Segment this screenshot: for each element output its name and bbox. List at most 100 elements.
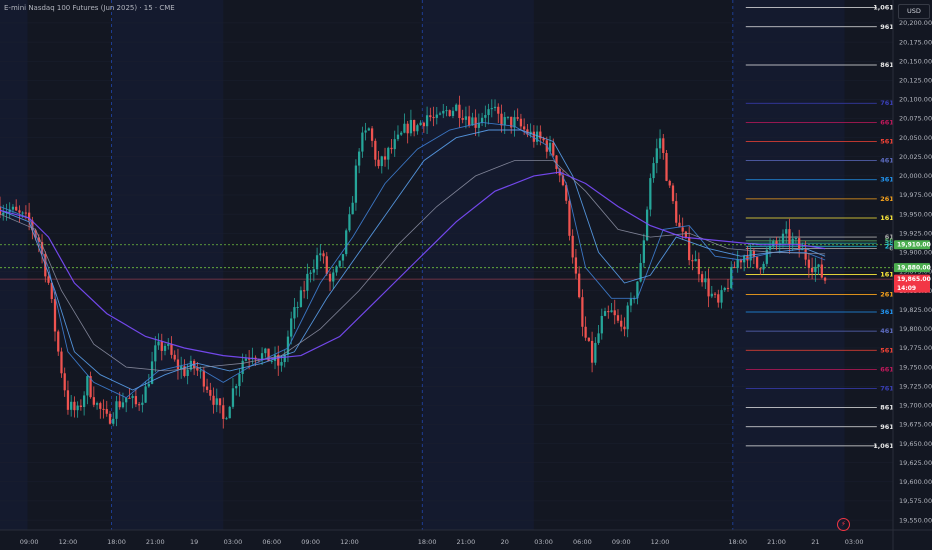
candle-body — [759, 268, 762, 270]
candle-body — [455, 104, 458, 111]
candle-body — [328, 273, 332, 282]
candle-body — [286, 336, 290, 355]
candle-body — [332, 272, 335, 282]
candle-body — [125, 397, 128, 403]
candle-body — [490, 108, 493, 110]
candle-body — [539, 131, 542, 139]
candle-body — [626, 305, 629, 330]
candle-body — [733, 266, 736, 269]
candle-body — [765, 249, 768, 264]
candle-body — [147, 383, 150, 387]
candle-body — [425, 115, 429, 127]
time-axis[interactable]: 09:00 12:00 18:00 21:00 19 03:00 06:00 09:00 12:… — [0, 529, 932, 546]
candle-body — [480, 117, 484, 123]
candle-body — [798, 238, 801, 250]
session-break-lines — [111, 0, 734, 530]
price-tick-label: 19,650.00 — [899, 440, 932, 448]
candle-body — [607, 311, 610, 313]
lightning-icon[interactable]: ⚡ — [837, 518, 850, 531]
candle-body — [50, 282, 53, 300]
candle-body — [568, 200, 571, 236]
candle-body — [613, 310, 616, 316]
candle-body — [597, 333, 600, 343]
candle-body — [15, 206, 18, 211]
candle-body — [212, 395, 215, 405]
candle-body — [183, 366, 186, 376]
candle-body — [794, 238, 798, 240]
price-tick-label: 19,725.00 — [899, 382, 932, 390]
time-tick-label: 18:00 — [418, 538, 437, 546]
candle-body — [235, 386, 238, 389]
time-tick-label: 21 — [811, 538, 819, 546]
candle-body — [775, 241, 778, 244]
price-tag — [894, 263, 930, 273]
candle-body — [403, 123, 406, 133]
candle-body — [552, 142, 555, 156]
candle-body — [134, 396, 138, 405]
candle-body — [406, 123, 409, 134]
candle-body — [86, 376, 89, 396]
candle-body — [383, 156, 387, 160]
candle-body — [225, 418, 228, 420]
time-tick-label: 03:00 — [224, 538, 243, 546]
candle-body — [248, 358, 251, 360]
candle-body — [341, 254, 345, 261]
price-tick-label: 19,550.00 — [899, 516, 932, 524]
candle-body — [668, 180, 671, 186]
candle-body — [364, 130, 367, 133]
candle-body — [115, 401, 118, 419]
candle-body — [519, 118, 523, 127]
candle-body — [144, 386, 147, 403]
candle-body — [354, 165, 358, 203]
candle-body — [306, 273, 309, 291]
candle-body — [739, 259, 743, 263]
candle-body — [270, 360, 273, 362]
candle-body — [76, 405, 79, 411]
candle-body — [730, 266, 733, 289]
candle-body — [464, 116, 468, 120]
candle-body — [150, 361, 154, 384]
candle-body — [503, 117, 506, 126]
candle-body — [202, 370, 205, 387]
candle-body — [296, 306, 299, 308]
candle-body — [804, 249, 807, 260]
grid — [0, 22, 893, 521]
candle-body — [118, 401, 121, 408]
candle-body — [623, 326, 626, 330]
candle-body — [500, 113, 503, 126]
time-tick-label: 03:00 — [845, 538, 864, 546]
candle-body — [678, 222, 681, 228]
candle-body — [351, 202, 354, 215]
price-tick-label: 20,050.00 — [899, 134, 932, 142]
candle-body — [684, 231, 688, 238]
price-tick-label: 20,175.00 — [899, 38, 932, 46]
moving-average-line — [0, 171, 826, 361]
candle-body — [280, 362, 283, 366]
candle-body — [655, 148, 658, 164]
candle-body — [642, 240, 645, 263]
candle-body — [277, 354, 280, 366]
candle-body — [361, 132, 364, 152]
price-tag-countdown: 14:09 — [897, 285, 916, 292]
candle-body — [587, 337, 590, 341]
currency-button[interactable]: USD — [898, 4, 930, 19]
symbol-title[interactable]: E-mini Nasdaq 100 Futures (Jun 2025) · 1… — [4, 4, 175, 12]
candle-body — [662, 138, 665, 154]
candle-body — [196, 367, 199, 371]
session-band — [111, 0, 224, 530]
candle-body — [814, 266, 817, 273]
candle-body — [817, 264, 820, 267]
candle-body — [726, 287, 730, 289]
candle-body — [309, 272, 312, 274]
candle-body — [636, 281, 639, 299]
candle-body — [241, 360, 244, 374]
candle-body — [400, 132, 403, 135]
candle-body — [442, 110, 445, 114]
price-tick-label: 19,975.00 — [899, 191, 932, 199]
candle-body — [167, 344, 170, 346]
candle-body — [717, 294, 720, 303]
candle-body — [218, 398, 222, 406]
